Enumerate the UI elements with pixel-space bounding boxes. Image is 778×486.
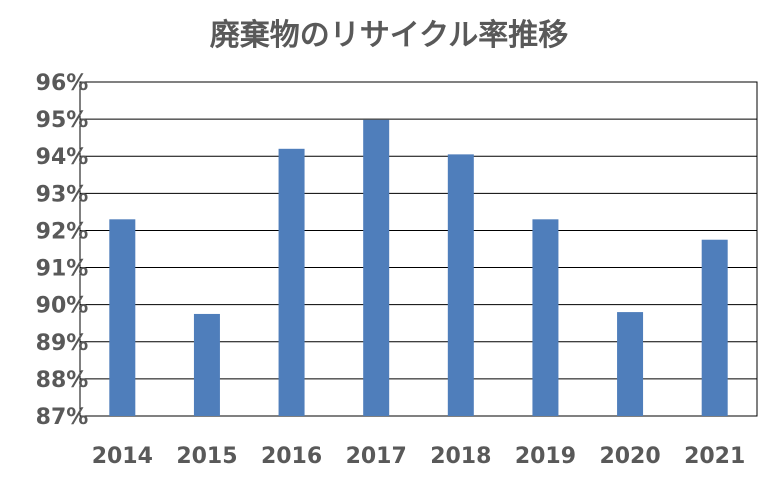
chart-title: 廃棄物のリサイクル率推移 <box>210 18 569 53</box>
y-tick-label: 87% <box>36 405 89 430</box>
y-tick-label: 92% <box>36 219 89 244</box>
y-tick-label: 89% <box>36 331 89 356</box>
bar <box>278 148 305 417</box>
y-tick-label: 88% <box>36 368 89 393</box>
x-tick-label: 2016 <box>261 444 322 469</box>
y-tick-label: 95% <box>36 108 89 133</box>
y-tick-label: 93% <box>36 182 89 207</box>
bar <box>447 154 474 416</box>
y-tick-label: 90% <box>36 294 89 319</box>
x-tick-label: 2014 <box>92 444 153 469</box>
bar <box>532 219 559 416</box>
bar <box>193 313 220 416</box>
y-tick-label: 91% <box>36 257 89 282</box>
bar <box>617 312 644 416</box>
bar <box>363 119 390 416</box>
y-tick-label: 96% <box>36 71 89 96</box>
bar <box>109 219 136 416</box>
x-tick-label: 2021 <box>684 444 745 469</box>
bar <box>701 239 728 416</box>
x-tick-label: 2019 <box>515 444 576 469</box>
x-tick-label: 2017 <box>346 444 407 469</box>
x-tick-label: 2015 <box>176 444 237 469</box>
y-tick-label: 94% <box>36 145 89 170</box>
plot-area: 87% 88% 89% 90% 91% 92% 93% 94% 95% 96% 2014 2015 20… <box>36 71 758 469</box>
x-tick-label: 2020 <box>599 444 660 469</box>
plot-frame <box>79 81 758 417</box>
x-tick-label: 2018 <box>430 444 491 469</box>
